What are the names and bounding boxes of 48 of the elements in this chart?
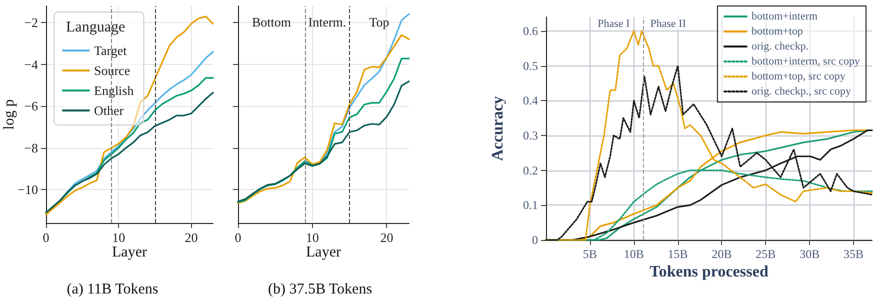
x-tick-label: 30B [800, 247, 820, 261]
legend-label: orig. checkp. [751, 40, 809, 52]
annotation: Phase II [650, 18, 686, 30]
legend-label: orig. checkp., src copy [751, 86, 852, 98]
x-tick-label: 15B [668, 247, 688, 261]
legend-label: bottom+top [751, 26, 804, 38]
y-tick-label: −4 [24, 56, 38, 72]
y-tick-label: 0.5 [523, 58, 538, 73]
x-tick-label: 20B [712, 247, 732, 261]
y-tick-label: −8 [24, 140, 38, 156]
y-tick-label: 0.2 [523, 163, 538, 178]
x-axis-title: Layer [112, 244, 147, 260]
x-tick-label: 0 [42, 230, 50, 245]
x-tick-label: 10B [624, 247, 644, 261]
legend-label: Target [94, 43, 128, 58]
x-tick-label: 10 [306, 230, 319, 245]
legend-title: Language [66, 20, 126, 36]
annotation: Interm. [308, 14, 346, 30]
y-tick-label: −10 [18, 182, 38, 198]
y-axis-title: Accuracy [490, 96, 506, 161]
y-tick-label: 0.1 [523, 198, 538, 212]
legend-label: English [94, 83, 134, 98]
text: (b) 37.5B Tokens [268, 282, 372, 298]
x-tick-label: 0 [234, 230, 242, 245]
y-axis-title: log p [2, 99, 18, 130]
annotation: Bottom [252, 14, 291, 30]
x-tick-label: 10 [112, 230, 126, 245]
y-tick-label: 0.6 [523, 24, 538, 38]
legend-label: Other [94, 103, 124, 118]
annotation: Top [369, 14, 390, 30]
x-tick-label: 5B [582, 247, 597, 261]
y-tick-label: 0.3 [523, 128, 538, 142]
x-axis-title: Layer [306, 244, 341, 260]
x-tick-label: 35B [844, 247, 864, 261]
legend-label: Source [94, 63, 130, 78]
x-tick-label: 20 [184, 230, 198, 245]
x-axis-title: Tokens processed [650, 264, 768, 280]
x-tick-label: 25B [756, 247, 776, 261]
annotation: Phase I [598, 18, 630, 30]
x-tick-label: 20 [380, 230, 394, 245]
legend-label: bottom+interm [751, 10, 818, 22]
legend-label: bottom+top, src copy [751, 70, 846, 82]
y-tick-label: −2 [24, 15, 38, 30]
legend-label: bottom+interm, src copy [751, 56, 860, 68]
text: (a) 11B Tokens [66, 282, 158, 298]
y-tick-label: −6 [24, 98, 38, 114]
line-series [45, 16, 214, 216]
y-tick-label: 0.4 [523, 94, 538, 108]
